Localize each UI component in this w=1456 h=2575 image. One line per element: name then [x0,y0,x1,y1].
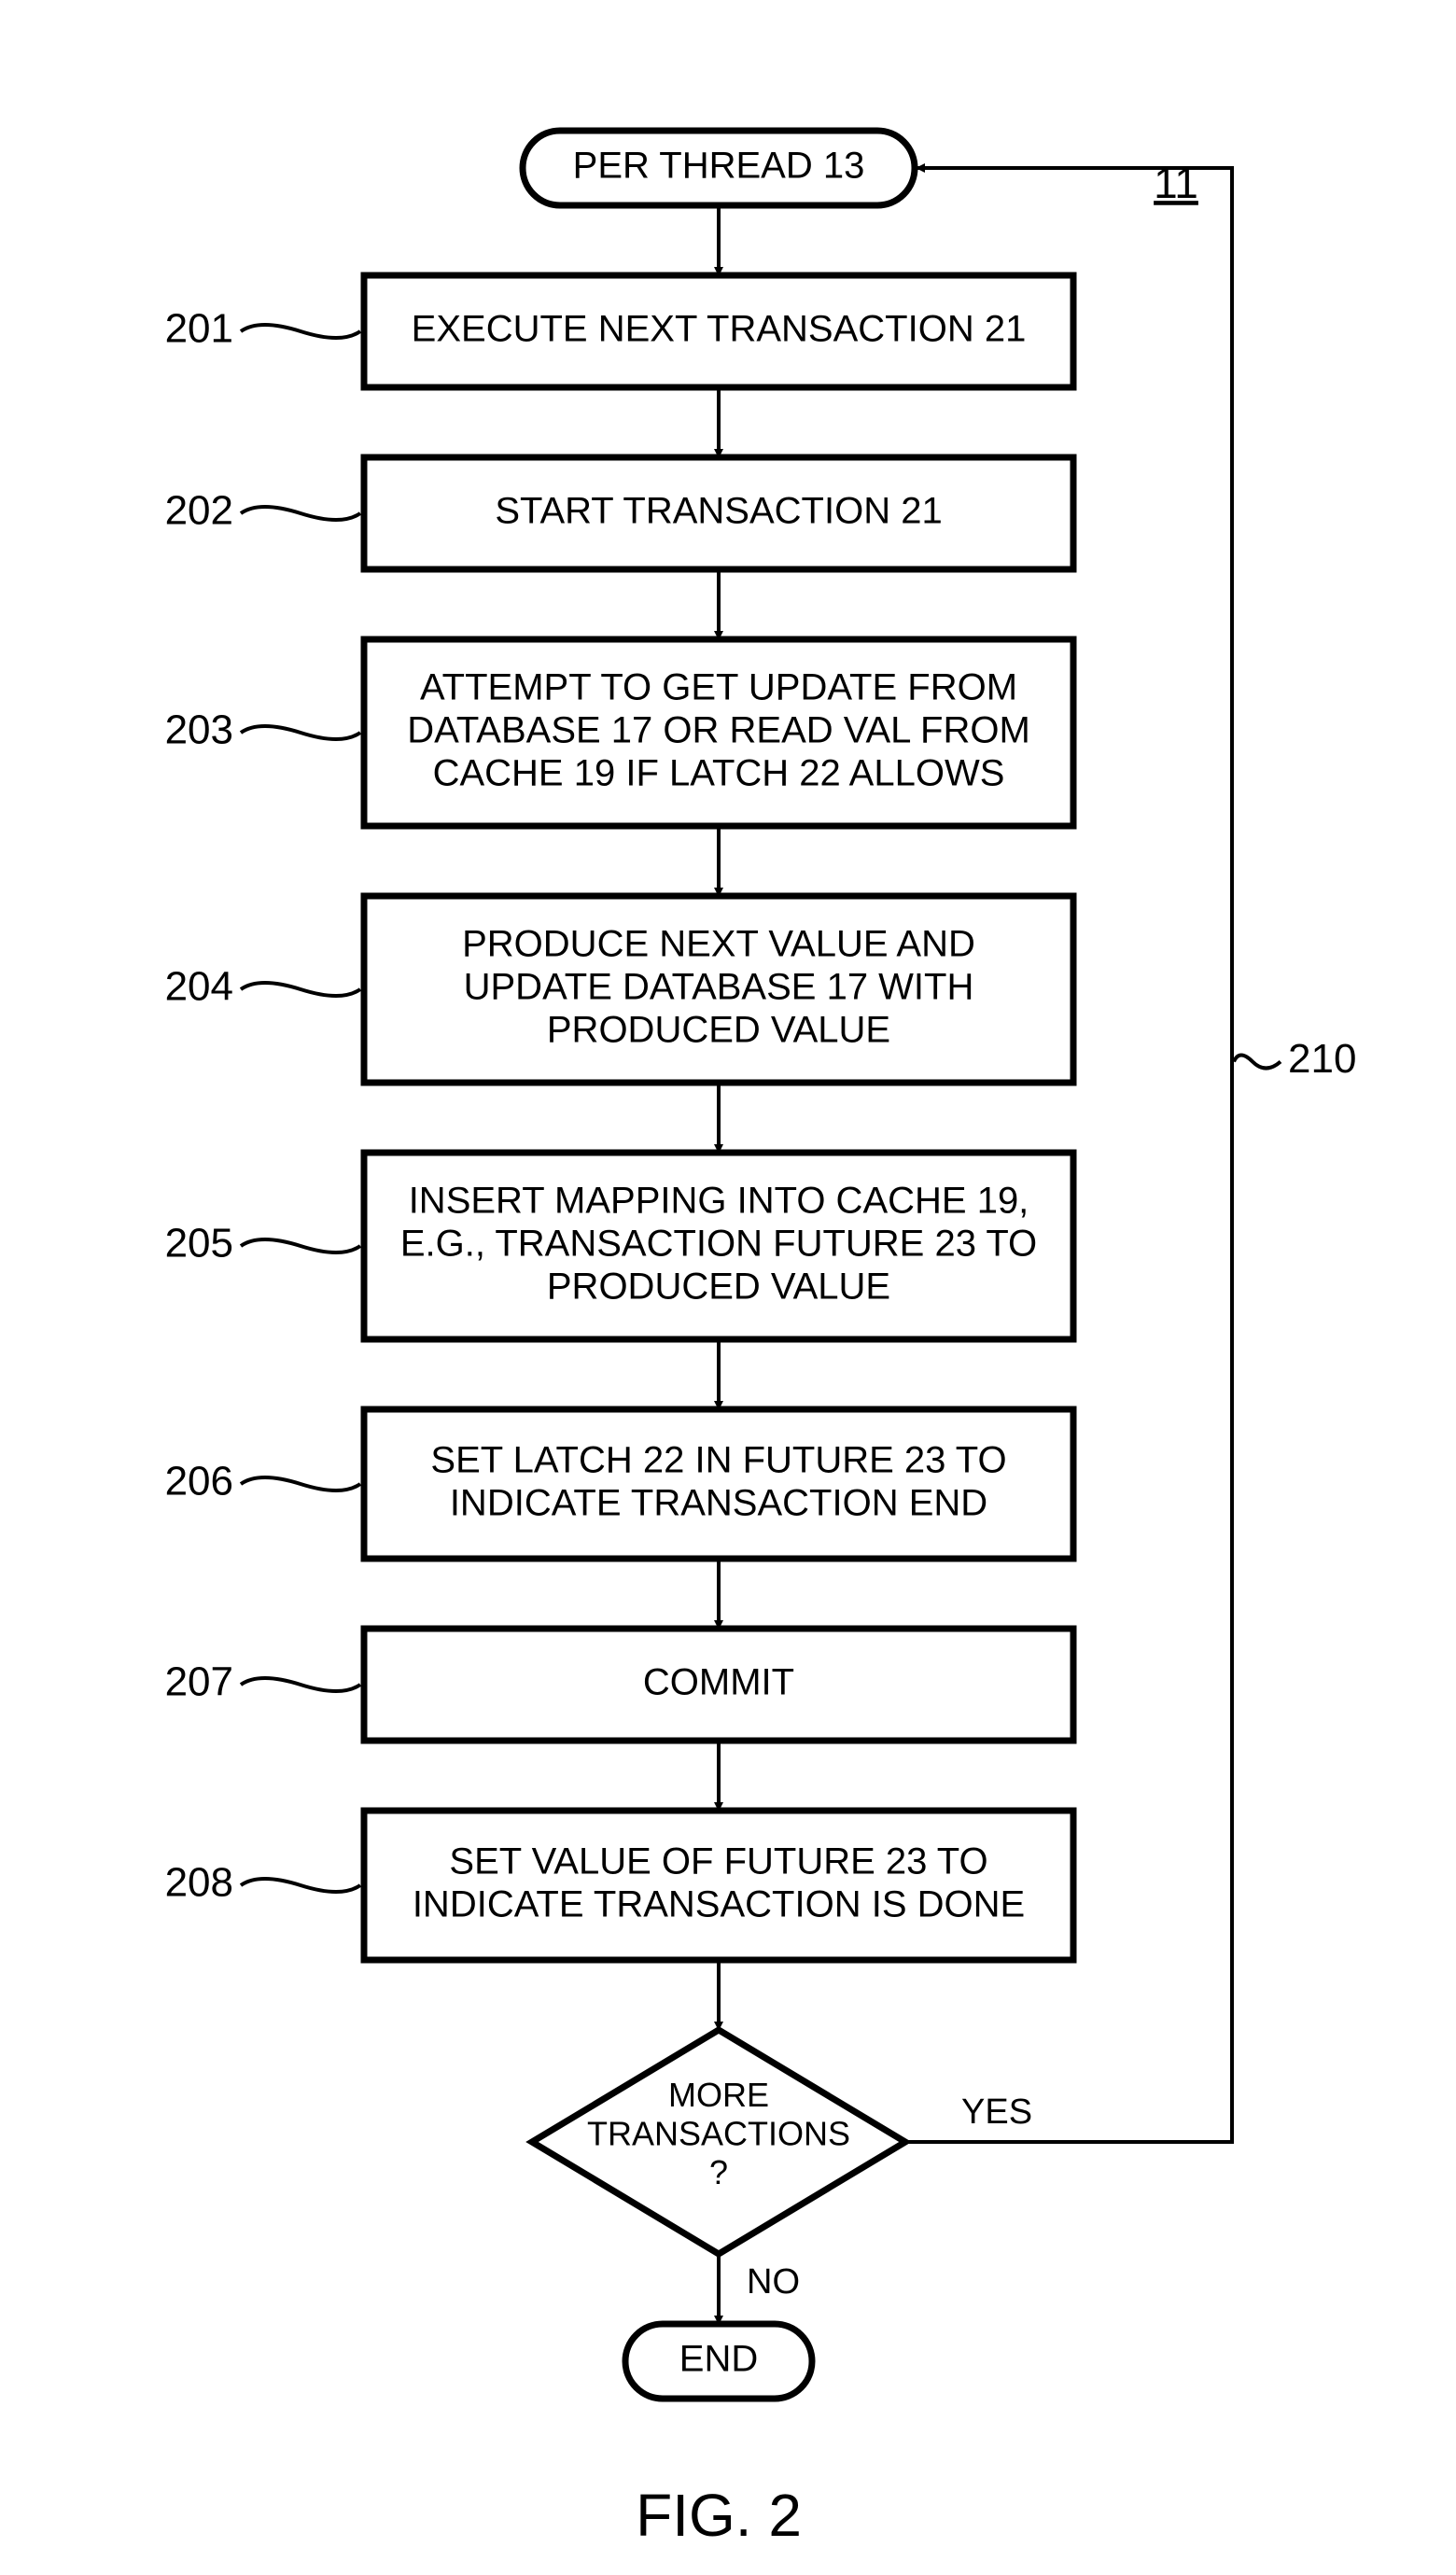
figure-label: FIG. 2 [636,2482,802,2549]
step-number: 201 [165,306,233,352]
svg-text:SET VALUE OF FUTURE 23 TO: SET VALUE OF FUTURE 23 TO [449,1841,987,1882]
svg-text:PRODUCED VALUE: PRODUCED VALUE [547,1267,890,1308]
svg-text:COMMIT: COMMIT [643,1662,794,1703]
step-number: 205 [165,1221,233,1267]
svg-text:SET LATCH 22 IN FUTURE 23 TO: SET LATCH 22 IN FUTURE 23 TO [430,1440,1006,1481]
svg-text:E.G., TRANSACTION FUTURE 23 TO: E.G., TRANSACTION FUTURE 23 TO [400,1224,1037,1265]
svg-text:END: END [679,2339,758,2380]
svg-text:INDICATE TRANSACTION IS DONE: INDICATE TRANSACTION IS DONE [413,1884,1025,1925]
decision-no-label: NO [747,2262,800,2302]
svg-text:PER THREAD 13: PER THREAD 13 [573,146,865,187]
svg-text:EXECUTE NEXT TRANSACTION 21: EXECUTE NEXT TRANSACTION 21 [412,309,1027,350]
step-number: 202 [165,488,233,534]
step-number: 204 [165,964,233,1010]
svg-text:PRODUCE NEXT VALUE AND: PRODUCE NEXT VALUE AND [462,924,975,965]
step-number: 207 [165,1659,233,1705]
svg-text:ATTEMPT TO GET UPDATE FROM: ATTEMPT TO GET UPDATE FROM [420,667,1017,708]
svg-text:START TRANSACTION 21: START TRANSACTION 21 [495,491,942,532]
decision-yes-label: YES [961,2092,1032,2132]
svg-text:TRANSACTIONS: TRANSACTIONS [587,2115,850,2153]
svg-text:CACHE 19 IF LATCH 22 ALLOWS: CACHE 19 IF LATCH 22 ALLOWS [433,753,1005,794]
svg-text:DATABASE 17 OR READ VAL FROM: DATABASE 17 OR READ VAL FROM [407,710,1030,751]
flowchart-figure: PER THREAD 13 11 EXECUTE NEXT TRANSACTION … [0,0,1456,2575]
svg-text:INSERT MAPPING INTO CACHE 19,: INSERT MAPPING INTO CACHE 19, [409,1181,1029,1222]
svg-text:MORE: MORE [668,2076,769,2114]
step-number: 208 [165,1860,233,1906]
step-number: 203 [165,707,233,753]
step-number: 206 [165,1459,233,1504]
svg-text:UPDATE DATABASE 17 WITH: UPDATE DATABASE 17 WITH [464,967,974,1008]
diagram-ref: 11 [1154,159,1198,207]
loop-ref: 210 [1288,1036,1356,1082]
svg-text:PRODUCED VALUE: PRODUCED VALUE [547,1010,890,1051]
svg-text:?: ? [709,2153,728,2191]
svg-text:INDICATE TRANSACTION END: INDICATE TRANSACTION END [450,1483,987,1524]
